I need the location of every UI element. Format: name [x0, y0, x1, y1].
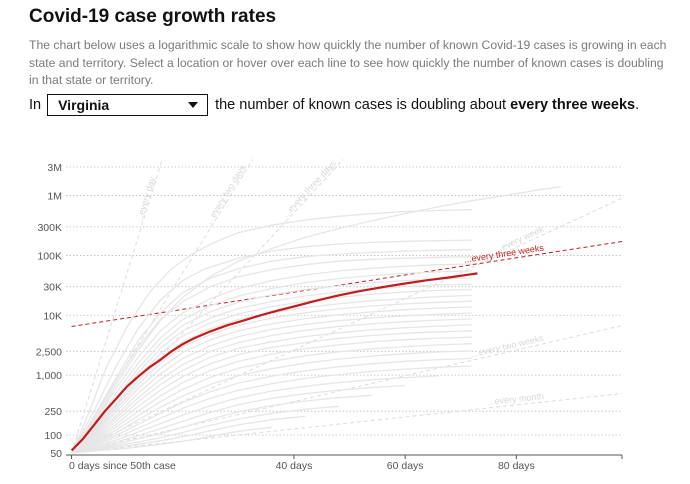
background-series-line [71, 426, 272, 454]
background-series-line [71, 318, 472, 454]
sentence-prefix: In [29, 97, 42, 113]
background-series-line [71, 330, 472, 454]
background-series-line [71, 300, 472, 454]
reference-line [71, 159, 163, 454]
chart-description: The chart below uses a logarithmic scale… [29, 38, 667, 87]
reference-line-label: ...every month [487, 391, 545, 407]
x-tick-label: 40 days [276, 460, 313, 472]
background-series-line [71, 365, 472, 454]
reference-line-label: ...every three days [280, 158, 338, 219]
location-select[interactable]: Virginia [47, 94, 209, 116]
background-series-line [71, 306, 472, 454]
background-series-line [71, 324, 472, 454]
background-series-line [71, 415, 306, 454]
y-tick-label: 3M [47, 162, 62, 174]
highlight-series-layer [70, 272, 478, 452]
x-tick-label: 0 days since 50th case [69, 460, 176, 472]
reference-line-label: ...every two weeks [470, 333, 545, 360]
background-series-line [71, 394, 372, 454]
background-series-line [71, 357, 472, 454]
background-series-line [71, 256, 472, 454]
x-tick-label: 80 days [498, 460, 535, 472]
y-tick-label: 30K [43, 282, 62, 294]
reference-line [71, 159, 344, 454]
background-series-line [71, 239, 472, 454]
sentence-body: the number of known cases is doubling ab… [215, 97, 507, 113]
reference-lines-layer: ...every day ...every two days ...every th… [71, 158, 623, 454]
background-series-line [71, 312, 472, 454]
y-tick-label: 300K [37, 222, 62, 234]
background-series-line [71, 350, 472, 454]
doubling-sentence: the number of known cases is doubling ab… [215, 97, 639, 113]
y-tick-label: 100K [37, 250, 62, 262]
x-tick-label: 60 days [387, 460, 424, 472]
background-series-line [71, 248, 472, 454]
reference-line-label: ...every two days [204, 163, 248, 226]
y-tick-label: 250 [44, 406, 62, 418]
background-series-line [71, 384, 406, 454]
chevron-down-icon [188, 102, 199, 108]
background-series-line [71, 375, 439, 454]
grid-layer [66, 166, 623, 459]
background-series-line [71, 277, 472, 454]
background-series-line [71, 288, 472, 454]
reference-line [71, 393, 623, 454]
y-tick-label: 2,500 [36, 346, 62, 358]
y-tick-label: 1,000 [36, 370, 62, 382]
y-tick-label: 10K [43, 310, 62, 322]
sentence-period: . [635, 97, 640, 113]
reference-line-label: ...every day [134, 175, 157, 223]
background-series-line [71, 294, 472, 454]
background-series-line [71, 343, 472, 454]
doubling-rate-phrase: every three weeks [510, 97, 636, 113]
y-tick-label: 1M [47, 191, 62, 203]
y-tick-label: 100 [44, 430, 62, 442]
background-series-layer [71, 186, 561, 454]
background-series-line [71, 405, 339, 454]
background-series-line [71, 186, 561, 454]
background-series-line [71, 209, 472, 454]
axis-labels-layer: 50 100 250 1,000 2,500 10K 30K 100K 300K 1M 3M 0 da… [36, 162, 535, 472]
highlight-series-line-virginia [70, 272, 478, 452]
background-series-line [71, 336, 472, 454]
background-series-line [71, 270, 472, 454]
location-sentence: In Virginia the number of known cases is… [29, 93, 639, 117]
y-tick-label: 50 [50, 448, 62, 460]
background-series-line [71, 263, 472, 454]
location-select-value: Virginia [58, 97, 110, 113]
page-title: Covid-19 case growth rates [29, 6, 277, 27]
reference-line-highlight [71, 241, 623, 327]
